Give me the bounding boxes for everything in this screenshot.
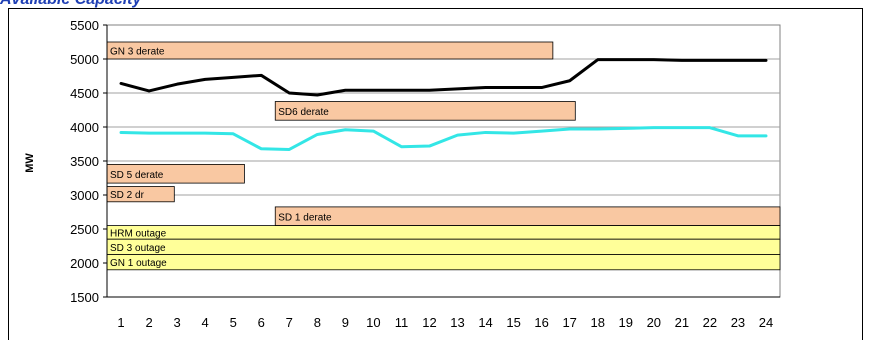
x-tick-label: 17: [562, 315, 576, 330]
y-tick-label: 1500: [70, 290, 99, 305]
x-tick-label: 1: [117, 315, 124, 330]
series-layer: [119, 58, 768, 151]
outage-band-label: SD 2 dr: [110, 190, 145, 201]
x-tick-label: 21: [675, 315, 689, 330]
x-tick-label: 15: [506, 315, 520, 330]
x-tick-label: 10: [366, 315, 380, 330]
x-tick-label: 5: [230, 315, 237, 330]
x-tick-label: 11: [395, 315, 409, 330]
x-tick-label: 23: [731, 315, 745, 330]
outage-band: [274, 206, 781, 226]
y-tick-label: 5500: [70, 18, 99, 33]
y-tick-label: 3000: [70, 188, 99, 203]
series-line: [119, 126, 768, 151]
x-tick-label: 14: [478, 315, 492, 330]
x-tick-label: 12: [422, 315, 436, 330]
chart-frame: [8, 8, 863, 340]
outage-band: [106, 254, 781, 271]
chart-title: Available Capacity: [0, 0, 141, 9]
outage-band: [106, 238, 781, 255]
x-tick-label: 19: [619, 315, 633, 330]
x-tick-label: 22: [703, 315, 717, 330]
x-tick-label: 2: [145, 315, 152, 330]
series-line: [119, 58, 768, 97]
x-tick-label: 20: [647, 315, 661, 330]
outage-band-label: SD 5 derate: [110, 170, 164, 181]
outage-band-label: GN 1 outage: [110, 258, 167, 269]
y-tick-label: 4500: [70, 86, 99, 101]
y-tick-label: 2000: [70, 256, 99, 271]
y-tick-label: 3500: [70, 154, 99, 169]
outage-band-label: SD 3 outage: [110, 243, 166, 254]
outage-band-label: SD6 derate: [278, 107, 329, 118]
outage-band-layer: GN 3 derate SD6 derate SD 5 derate SD 2 dr S…: [106, 41, 781, 271]
y-tick-label: 2500: [70, 222, 99, 237]
x-tick-label: 18: [590, 315, 604, 330]
x-tick-label: 13: [450, 315, 464, 330]
x-tick-label: 9: [342, 315, 349, 330]
y-axis-label: MW: [24, 153, 36, 173]
y-tick-label: 5000: [70, 52, 99, 67]
x-tick-label: 24: [759, 315, 773, 330]
outage-band: [106, 225, 781, 240]
y-tick-label: 4000: [70, 120, 99, 135]
outage-band-label: GN 3 derate: [110, 47, 165, 58]
outage-band: [106, 41, 554, 60]
x-tick-label: 7: [286, 315, 293, 330]
x-tick-label: 16: [534, 315, 548, 330]
outage-band-label: SD 1 derate: [278, 212, 332, 223]
x-tick-label: 8: [314, 315, 321, 330]
outage-band: [274, 101, 576, 121]
outage-band-label: HRM outage: [110, 228, 167, 239]
x-tick-label: 4: [202, 315, 209, 330]
x-tick-label: 6: [258, 315, 265, 330]
x-tick-label: 3: [173, 315, 180, 330]
